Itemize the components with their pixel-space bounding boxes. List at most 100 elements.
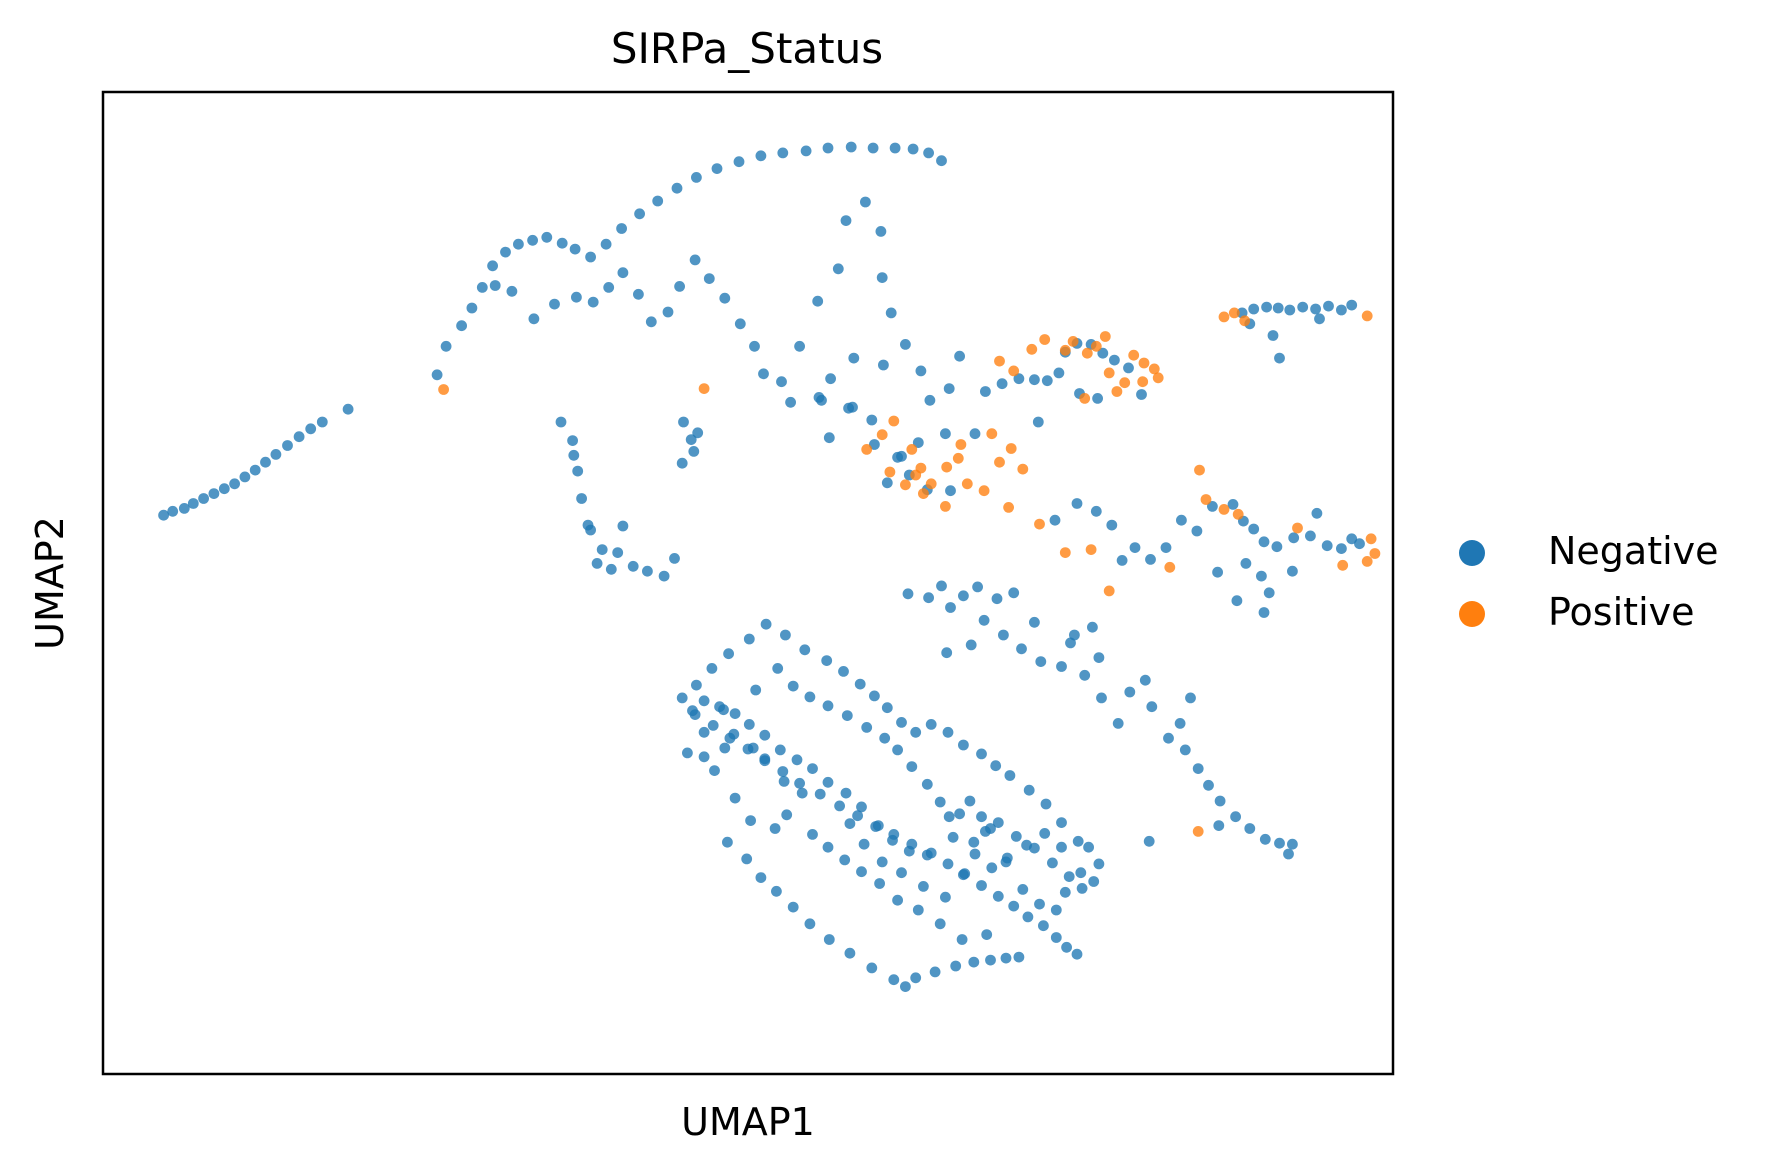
data-point-negative [867,142,879,154]
data-point-negative [840,787,852,799]
data-point-negative [1145,554,1156,565]
data-point-negative [1336,304,1347,316]
data-point-negative [841,710,853,721]
data-point-negative [1040,798,1052,810]
data-point-negative [965,639,977,651]
data-point-positive [884,466,896,478]
data-point-negative [1354,538,1365,550]
data-point-negative [755,150,767,162]
data-point-positive [1361,556,1373,567]
data-point-negative [1227,499,1239,510]
data-point-positive [1099,331,1111,342]
data-point-negative [900,981,911,992]
data-point-positive [1026,343,1038,355]
data-point-negative [692,427,704,439]
data-point-negative [800,145,812,157]
data-point-negative [719,292,731,304]
data-point-negative [500,246,511,258]
data-point-negative [1053,367,1065,379]
data-point-negative [941,647,953,659]
data-point-negative [293,431,305,443]
data-point-negative [807,763,818,774]
data-point-negative [1072,835,1084,847]
data-point-negative [178,503,190,514]
data-point-negative [943,811,955,823]
data-point-negative [769,823,781,834]
data-point-negative [889,142,901,154]
data-point-negative [1056,661,1067,672]
data-point-negative [1076,883,1088,894]
data-point-negative [881,702,893,714]
data-point-negative [605,563,617,575]
data-point-negative [777,147,789,159]
data-point-negative [1174,718,1186,729]
data-point-negative [568,449,580,461]
data-point-negative [576,493,587,504]
data-point-negative [239,471,251,483]
data-point-negative [1050,904,1062,916]
data-point-negative [662,306,674,318]
data-point-negative [1258,607,1270,618]
data-point-negative [834,800,845,812]
data-point-negative [1056,841,1067,853]
data-point-negative [645,316,657,328]
data-point-negative [567,435,578,446]
data-point-negative [1029,616,1040,628]
data-point-negative [843,402,854,414]
data-point-positive [1103,585,1115,597]
data-point-negative [688,446,700,457]
data-point-negative [791,754,803,766]
data-point-negative [780,629,791,641]
data-point-negative [612,547,624,558]
data-point-negative [741,853,753,865]
data-point-negative [1109,354,1120,366]
data-point-negative [925,719,937,730]
data-point-negative [698,751,710,763]
data-point-negative [991,593,1003,605]
data-point-negative [1004,770,1016,781]
data-point-negative [1056,817,1067,828]
data-point-negative [925,847,937,859]
data-point-negative [822,142,834,154]
data-point-negative [722,836,733,848]
data-point-negative [555,416,567,428]
data-point-negative [785,396,796,408]
data-point-positive [876,429,888,441]
data-point-negative [305,423,317,435]
data-point-negative [208,488,220,499]
data-point-negative [742,743,754,755]
data-point-negative [794,340,805,352]
data-point-positive [1003,502,1014,513]
data-point-negative [896,717,907,728]
data-point-positive [888,415,900,427]
data-point-negative [1139,674,1151,686]
data-point-negative [476,282,488,293]
legend-label-negative: Negative [1548,529,1719,573]
data-point-negative [706,663,718,674]
data-point-negative [885,307,897,319]
data-point-negative [1123,362,1134,374]
data-point-negative [1013,373,1025,385]
data-point-negative [825,373,836,385]
data-point-negative [585,251,596,263]
data-point-negative [1008,587,1020,599]
data-point-negative [1050,932,1062,943]
data-point-negative [711,163,723,175]
data-point-positive [1148,363,1160,375]
data-point-negative [1284,304,1296,316]
data-point-negative [1143,835,1155,847]
data-point-negative [506,285,518,297]
data-point-positive [1200,494,1212,505]
data-point-negative [1146,701,1158,713]
points-layer [158,141,1381,992]
data-point-negative [1071,498,1083,509]
data-point-negative [1213,820,1225,831]
data-point-negative [896,867,907,879]
data-point-negative [816,394,827,406]
data-point-negative [990,760,1002,772]
data-point-negative [964,795,976,807]
data-point-negative [804,918,816,930]
data-point-negative [874,878,885,889]
data-point-positive [698,383,710,394]
data-point-negative [947,831,959,843]
